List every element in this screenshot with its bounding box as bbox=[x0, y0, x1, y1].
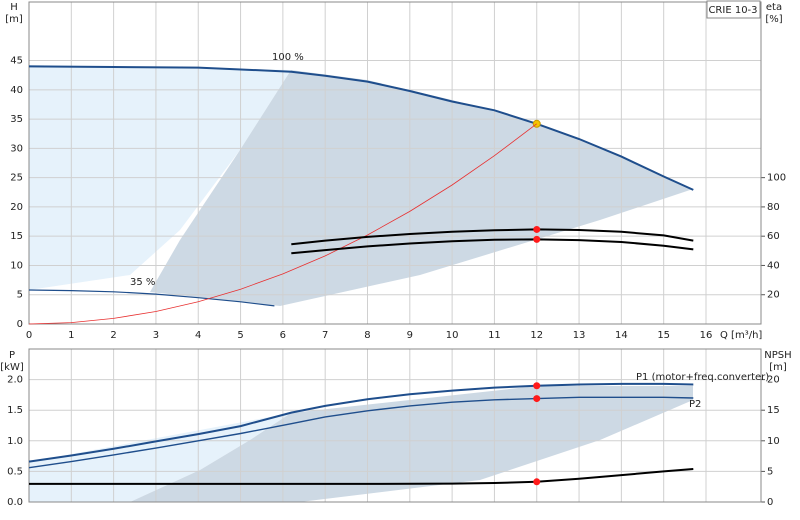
series-line bbox=[29, 468, 694, 485]
duty-point bbox=[533, 235, 541, 243]
series-line bbox=[28, 396, 694, 469]
y-tick-label: 2.0 bbox=[7, 375, 23, 386]
x-tick-label: 9 bbox=[407, 330, 413, 341]
x-tick-label: 6 bbox=[280, 330, 286, 341]
y2-tick-label: 20 bbox=[767, 290, 780, 301]
y-axis-unit: [m] bbox=[5, 14, 23, 25]
plot-layer: 0 1 2 3 4 5 6 7 8 9 10 11 12 13 14 15 160510152025303540… bbox=[7, 1, 786, 508]
y2-tick-label: 60 bbox=[767, 231, 780, 242]
series-line bbox=[28, 289, 275, 307]
duty-point bbox=[533, 382, 541, 390]
y-axis-unit: [kW] bbox=[0, 362, 24, 373]
x-tick-label: 4 bbox=[195, 330, 201, 341]
series-line bbox=[28, 123, 537, 325]
duty-point bbox=[533, 395, 541, 403]
y2-tick-label: 15 bbox=[767, 405, 780, 416]
y2-axis-unit: [m] bbox=[769, 362, 787, 373]
y2-tick-label: 0 bbox=[767, 497, 773, 508]
x-tick-label: 3 bbox=[153, 330, 159, 341]
x-tick-label: 0 bbox=[26, 330, 32, 341]
y-tick-label: 10 bbox=[10, 260, 23, 271]
operating-area bbox=[150, 70, 693, 306]
x-tick-label: 15 bbox=[657, 330, 670, 341]
x-tick-label: 2 bbox=[110, 330, 116, 341]
series-label: P2 bbox=[689, 399, 701, 410]
y-tick-label: 45 bbox=[10, 56, 23, 67]
y2-axis-unit: [%] bbox=[765, 14, 782, 25]
y-tick-label: 0.5 bbox=[7, 466, 23, 477]
x-tick-label: 8 bbox=[364, 330, 370, 341]
y-tick-label: 15 bbox=[10, 231, 23, 242]
x-tick-label: 12 bbox=[530, 330, 543, 341]
y-axis-title: H bbox=[10, 2, 18, 13]
duty-point bbox=[533, 478, 541, 486]
y2-tick-label: 20 bbox=[767, 375, 780, 386]
plot-frame bbox=[28, 348, 762, 503]
y2-tick-label: 100 bbox=[767, 173, 786, 184]
product-box bbox=[706, 0, 761, 19]
plot-frame bbox=[28, 1, 762, 325]
x-tick-label: 16 bbox=[700, 330, 713, 341]
x-tick-label: 7 bbox=[322, 330, 328, 341]
y-tick-label: 20 bbox=[10, 202, 23, 213]
y-tick-label: 25 bbox=[10, 173, 23, 184]
y-tick-label: 1.0 bbox=[7, 436, 23, 447]
duty-point bbox=[533, 225, 541, 233]
y2-tick-label: 80 bbox=[767, 202, 780, 213]
x-tick-label: 5 bbox=[237, 330, 243, 341]
y-tick-label: 0 bbox=[17, 319, 23, 330]
series-label: 100 % bbox=[272, 52, 304, 63]
operating-area-light bbox=[29, 413, 291, 502]
y2-tick-label: 5 bbox=[767, 466, 773, 477]
x-axis-title: Q [m³/h] bbox=[720, 330, 762, 341]
x-tick-label: 1 bbox=[68, 330, 74, 341]
x-tick-label: 13 bbox=[573, 330, 586, 341]
operating-area bbox=[130, 386, 693, 502]
series-line bbox=[28, 382, 694, 463]
product-label: CRIE 10-3 bbox=[708, 5, 757, 16]
x-tick-label: 10 bbox=[446, 330, 459, 341]
duty-point bbox=[532, 119, 541, 128]
y2-tick-label: 10 bbox=[767, 436, 780, 447]
y-tick-label: 40 bbox=[10, 85, 23, 96]
y2-axis-title: eta bbox=[766, 2, 782, 13]
x-tick-label: 11 bbox=[488, 330, 501, 341]
y-tick-label: 35 bbox=[10, 114, 23, 125]
y-tick-label: 0.0 bbox=[7, 497, 23, 508]
series-line bbox=[28, 65, 694, 191]
series-line bbox=[291, 238, 694, 255]
series-label: P1 (motor+freq.converter) bbox=[636, 372, 769, 383]
series-label: 35 % bbox=[130, 277, 155, 288]
x-tick-label: 14 bbox=[615, 330, 628, 341]
y-tick-label: 1.5 bbox=[7, 405, 23, 416]
y2-tick-label: 40 bbox=[767, 260, 780, 271]
series-line bbox=[291, 228, 694, 246]
y-tick-label: 30 bbox=[10, 143, 23, 154]
y-tick-label: 5 bbox=[17, 290, 23, 301]
y2-axis-title: NPSH bbox=[764, 350, 791, 361]
y-axis-title: P bbox=[9, 350, 15, 361]
